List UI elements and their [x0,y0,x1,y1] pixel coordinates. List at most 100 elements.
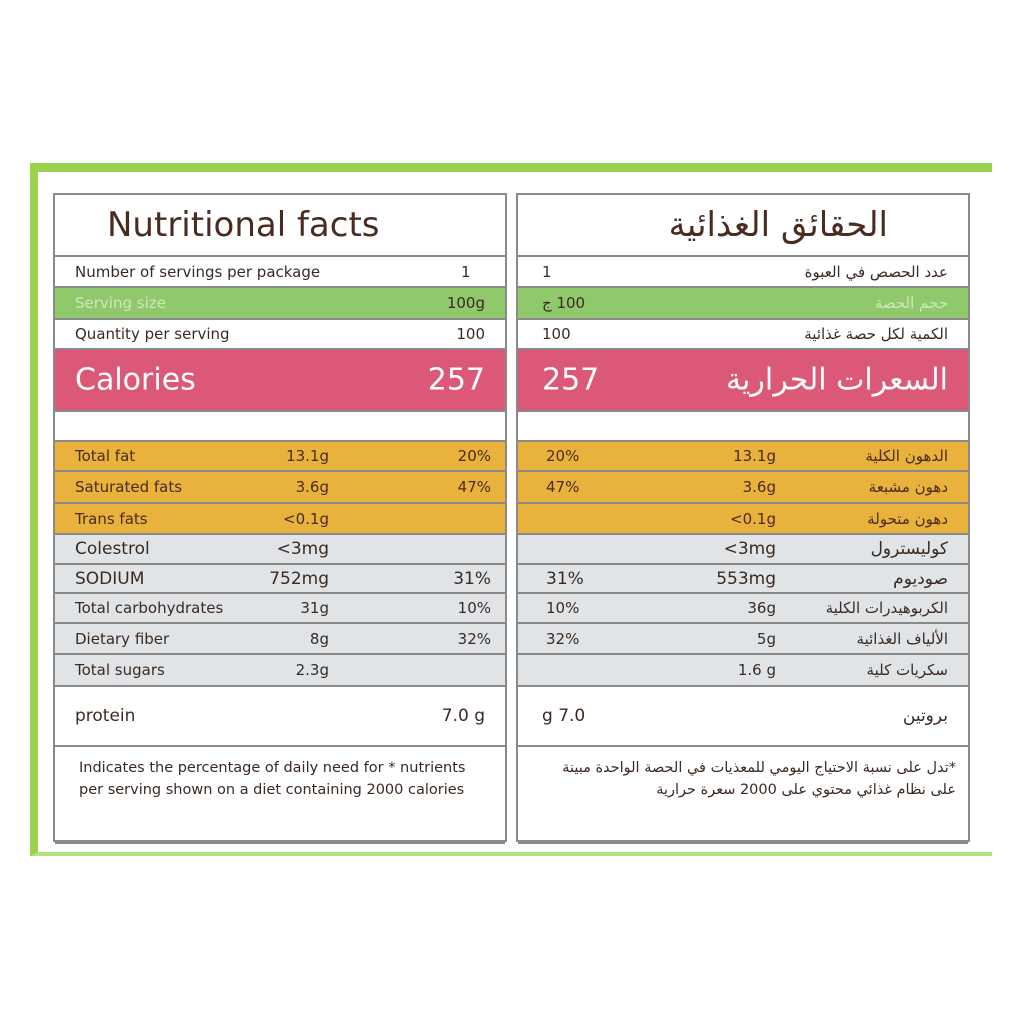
row-label: صوديوم [893,568,948,589]
table-row: Number of servings per package 1 [55,257,505,288]
table-row: Serving size 100g [55,288,505,320]
table-row: *تدل على نسبة الاحتياج اليومي للمعذيات ف… [518,747,968,844]
table-row: Nutritional facts [55,195,505,257]
row-percent: 47% [546,478,580,496]
table-row: Total sugars 2.3g [55,655,505,687]
table-row: Trans fats <0.1g [55,504,505,535]
row-percent: 32% [546,629,580,648]
row-label: Trans fats [75,509,148,528]
row-percent: 31% [546,568,584,589]
row-label: السعرات الحرارية [725,362,948,398]
row-label: protein [75,706,136,726]
row-label: حجم الحصة [874,294,948,312]
arabic-table: الحقائق الغذائية عدد الحصص في العبوة 1 حجم … [516,193,970,844]
row-value: 3.6g [295,478,329,496]
table-row: SODIUM 752mg 31% [55,565,505,594]
row-value: 1.6 g [737,661,776,679]
row-value: 5g [756,629,776,648]
english-table: Nutritional facts Number of servings per … [53,193,507,844]
row-label: عدد الحصص في العبوة [804,262,948,281]
table-row: بروتين 7.0 g [518,687,968,747]
row-percent: 20% [546,447,580,465]
row-value: 1 [461,262,471,281]
row-label: Saturated fats [75,478,183,496]
table-row: الدهون الكلية 13.1g 20% [518,442,968,472]
row-label: Serving size [75,294,166,312]
row-value: 7.0 g [542,706,586,726]
footnote: Indicates the percentage of daily need f… [79,760,466,798]
table-row: Colestrol <3mg [55,535,505,565]
row-value: 257 [427,362,485,398]
table-row: Total carbohydrates 31g 10% [55,594,505,624]
table-row: Calories 257 [55,350,505,412]
table-row: الكمية لكل حصة غذائية 100 [518,320,968,350]
row-value: <3mg [723,539,776,559]
row-value: 1 [542,262,552,281]
row-label: Quantity per serving [75,325,230,343]
row-value: 100g [446,294,485,312]
table-row: سكريات كلية 1.6 g [518,655,968,687]
table-title: Nutritional facts [107,205,380,245]
table-row: protein 7.0 g [55,687,505,747]
row-value: 553mg [716,568,776,589]
row-label: كوليسترول [870,539,948,559]
row-value: 36g [747,599,776,617]
row-percent: 10% [546,599,580,617]
row-value: 13.1g [286,447,329,465]
row-label: الألياف الغذائية [856,629,948,648]
row-percent: 47% [457,478,491,496]
row-percent: 20% [457,447,491,465]
row-value: 100 [456,325,485,343]
row-value: 8g [309,629,329,648]
row-percent: 31% [453,568,491,589]
table-row: الكربوهيدرات الكلية 36g 10% [518,594,968,624]
row-label: سكريات كلية [866,661,948,679]
table-row: دهون مشبعة 3.6g 47% [518,472,968,504]
row-percent: 10% [457,599,491,617]
row-label: Dietary fiber [75,629,170,648]
row-label: دهون متحولة [867,509,948,528]
table-row: حجم الحصة 100 ج [518,288,968,320]
table-row: الألياف الغذائية 5g 32% [518,624,968,655]
row-value: 3.6g [742,478,776,496]
table-row: دهون متحولة <0.1g [518,504,968,535]
row-value: 13.1g [733,447,776,465]
table-row: Saturated fats 3.6g 47% [55,472,505,504]
table-row [518,412,968,442]
row-label: Total sugars [75,661,165,679]
table-row: صوديوم 553mg 31% [518,565,968,594]
row-label: دهون مشبعة [868,478,948,496]
table-row: Dietary fiber 8g 32% [55,624,505,655]
row-value: <0.1g [730,509,776,528]
row-value: 257 [542,362,600,398]
row-value: 100 [542,325,571,343]
table-row [55,412,505,442]
table-title: الحقائق الغذائية [668,205,888,245]
table-row: Total fat 13.1g 20% [55,442,505,472]
row-value: <0.1g [283,509,329,528]
table-row: السعرات الحرارية 257 [518,350,968,412]
row-label: الكمية لكل حصة غذائية [804,325,948,343]
row-label: Number of servings per package [75,262,321,281]
table-row: كوليسترول <3mg [518,535,968,565]
row-label: الكربوهيدرات الكلية [825,599,948,617]
row-label: Total fat [75,447,136,465]
row-label: SODIUM [75,568,145,589]
row-label: Calories [75,362,196,398]
table-row: Indicates the percentage of daily need f… [55,747,505,844]
row-label: Colestrol [75,539,150,559]
table-row: الحقائق الغذائية [518,195,968,257]
row-percent: 32% [457,629,491,648]
row-value: 7.0 g [441,706,485,726]
row-value: 100 ج [542,294,586,312]
row-label: بروتين [902,706,948,726]
row-value: 752mg [269,568,329,589]
row-label: الدهون الكلية [865,447,948,465]
table-row: عدد الحصص في العبوة 1 [518,257,968,288]
table-row: Quantity per serving 100 [55,320,505,350]
footnote: *تدل على نسبة الاحتياج اليومي للمعذيات ف… [562,760,956,798]
row-label: Total carbohydrates [75,599,224,617]
row-value: <3mg [276,539,329,559]
package-frame [30,163,992,856]
